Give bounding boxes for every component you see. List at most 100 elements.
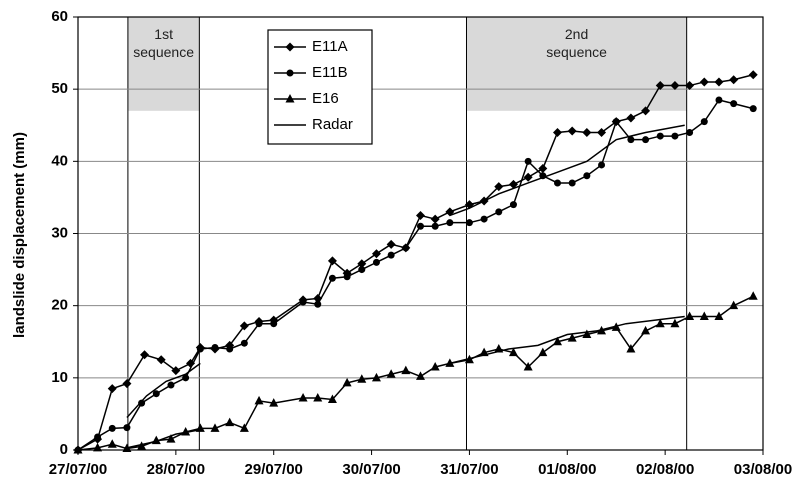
marker bbox=[371, 249, 381, 259]
marker bbox=[196, 345, 204, 353]
marker bbox=[509, 201, 517, 209]
marker bbox=[523, 172, 533, 182]
marker bbox=[386, 239, 396, 249]
marker bbox=[285, 42, 295, 52]
marker bbox=[140, 350, 150, 360]
marker bbox=[656, 132, 664, 140]
marker bbox=[538, 164, 548, 174]
marker bbox=[387, 251, 395, 259]
series-line bbox=[77, 295, 754, 451]
plot-frame bbox=[77, 16, 764, 451]
marker bbox=[508, 179, 518, 189]
marker bbox=[358, 266, 366, 274]
marker bbox=[553, 127, 562, 137]
marker bbox=[314, 300, 322, 308]
marker bbox=[152, 390, 160, 398]
marker bbox=[137, 441, 147, 450]
marker bbox=[93, 442, 103, 452]
sequence-label: 2nd sequence bbox=[546, 26, 607, 60]
marker bbox=[430, 214, 440, 224]
marker bbox=[226, 345, 234, 353]
marker bbox=[582, 329, 592, 339]
marker bbox=[210, 423, 220, 432]
marker bbox=[714, 311, 724, 320]
marker bbox=[567, 333, 577, 342]
marker bbox=[626, 113, 636, 123]
marker bbox=[298, 393, 308, 402]
marker bbox=[686, 128, 694, 136]
sequence-label: 1st sequence bbox=[133, 26, 194, 60]
marker bbox=[94, 433, 102, 441]
marker bbox=[582, 127, 592, 137]
marker bbox=[494, 182, 504, 192]
sequence-box bbox=[466, 17, 687, 111]
marker bbox=[107, 439, 117, 448]
marker bbox=[431, 222, 439, 230]
marker bbox=[597, 127, 607, 137]
x-tick-label: 03/08/00 bbox=[734, 461, 792, 478]
marker bbox=[729, 300, 739, 310]
marker bbox=[554, 179, 561, 187]
marker bbox=[508, 347, 518, 357]
y-tick-label: 40 bbox=[51, 152, 68, 169]
marker bbox=[685, 81, 695, 91]
marker bbox=[328, 274, 336, 282]
sequence-label-line: 1st bbox=[154, 26, 173, 42]
marker bbox=[627, 136, 635, 144]
marker bbox=[480, 215, 488, 223]
x-tick-label: 28/07/00 bbox=[147, 461, 205, 478]
marker bbox=[371, 372, 381, 382]
marker bbox=[182, 374, 190, 382]
x-tick-label: 02/08/00 bbox=[636, 461, 694, 478]
y-tick-label: 10 bbox=[51, 369, 68, 386]
y-axis-label: landslide displacement (mm) bbox=[11, 132, 28, 338]
marker bbox=[700, 118, 708, 126]
sequence-label-line: 2nd bbox=[565, 26, 588, 42]
y-tick-label: 50 bbox=[51, 80, 68, 97]
marker bbox=[270, 320, 278, 328]
marker bbox=[239, 321, 249, 331]
marker bbox=[641, 106, 651, 116]
marker bbox=[269, 398, 279, 407]
marker bbox=[465, 219, 473, 227]
x-tick-label: 29/07/00 bbox=[245, 461, 303, 478]
marker bbox=[73, 445, 83, 454]
marker bbox=[186, 358, 196, 368]
x-tick-label: 27/07/00 bbox=[49, 461, 107, 478]
marker bbox=[495, 208, 503, 216]
marker bbox=[729, 75, 739, 85]
sequence-label-line: sequence bbox=[133, 44, 194, 60]
marker bbox=[612, 118, 620, 126]
x-tick-label: 31/07/00 bbox=[440, 461, 498, 478]
y-tick-label: 0 bbox=[60, 441, 68, 458]
marker bbox=[642, 136, 650, 144]
marker bbox=[749, 105, 757, 113]
marker bbox=[430, 362, 440, 371]
legend-label: E11A bbox=[312, 38, 348, 55]
sequence-label-line: sequence bbox=[546, 44, 607, 60]
marker bbox=[254, 395, 264, 405]
marker bbox=[671, 132, 679, 140]
marker bbox=[567, 126, 577, 136]
marker bbox=[401, 365, 411, 375]
marker bbox=[598, 161, 606, 169]
marker bbox=[156, 355, 166, 365]
marker bbox=[167, 381, 175, 389]
marker bbox=[372, 258, 380, 266]
series-line bbox=[126, 124, 685, 449]
marker bbox=[699, 311, 709, 320]
y-tick-label: 60 bbox=[51, 8, 68, 25]
marker bbox=[568, 179, 576, 187]
marker bbox=[523, 362, 533, 371]
marker bbox=[553, 336, 562, 346]
marker bbox=[402, 244, 410, 252]
marker bbox=[255, 320, 263, 328]
marker bbox=[730, 100, 738, 108]
marker bbox=[343, 273, 351, 281]
marker bbox=[670, 318, 680, 328]
marker bbox=[313, 393, 323, 402]
marker bbox=[655, 318, 665, 328]
marker bbox=[626, 343, 636, 353]
series-line bbox=[77, 99, 754, 451]
